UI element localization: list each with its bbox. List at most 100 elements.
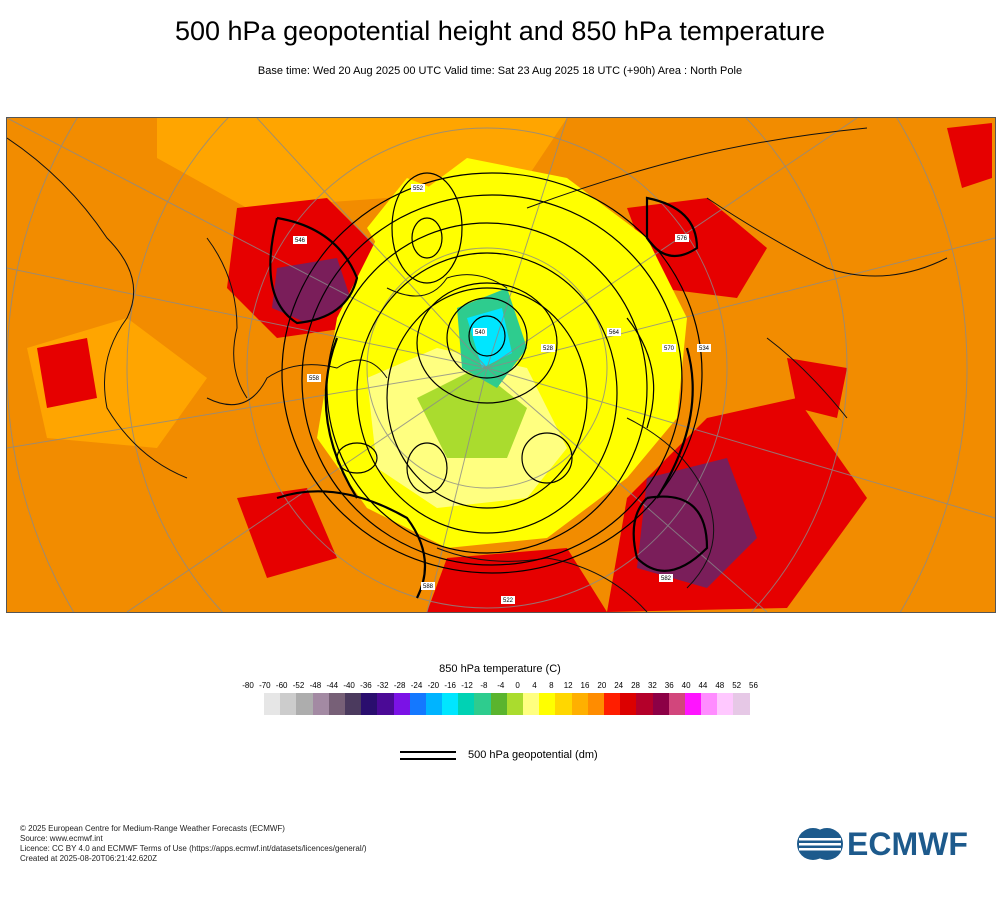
- colorbar: [264, 693, 750, 715]
- very-hot-area: [272, 258, 352, 323]
- colorbar-tick: -16: [444, 681, 456, 690]
- colorbar-tick: -24: [410, 681, 423, 690]
- contour-label: 588: [423, 584, 434, 590]
- colorbar-tick: 28: [631, 681, 640, 690]
- contour-label-box: [659, 574, 673, 582]
- colorbar-swatch: [442, 693, 459, 715]
- hot-area: [787, 358, 847, 418]
- created-at: Created at 2025-08-20T06:21:42.620Z: [20, 854, 157, 863]
- colorbar-tick: -52: [292, 681, 305, 690]
- contour-label-box: [473, 328, 487, 336]
- geopotential-bold-contours: [269, 196, 709, 599]
- contour-label-box: [307, 374, 321, 382]
- colorbar-swatch: [425, 693, 443, 715]
- contour-label: 570: [664, 346, 675, 352]
- colorbar-swatch: [409, 693, 426, 715]
- colorbar-tick: 16: [580, 681, 590, 690]
- colorbar-swatch: [571, 693, 588, 715]
- colorbar-swatch: [361, 693, 378, 715]
- contour-label-box: [541, 344, 555, 352]
- contour-label-box: [293, 236, 307, 244]
- colorbar-ticks: -80 -70 -60 -52 -48 -44 -40 -36 -32 -28 -24 -20 -16-…: [0, 681, 1000, 693]
- contour-label: 528: [543, 346, 554, 352]
- colorbar-swatch: [296, 693, 313, 715]
- contour-label: 534: [699, 346, 710, 352]
- graticule: [7, 118, 995, 612]
- colorbar-tick: -8: [480, 681, 488, 690]
- colorbar-swatch: [668, 693, 685, 715]
- contour-label-box: [662, 344, 676, 352]
- licence: Licence: CC BY 4.0 and ECMWF Terms of Us…: [20, 844, 367, 853]
- colorbar-swatch: [377, 693, 394, 715]
- chart-title: 500 hPa geopotential height and 850 hPa …: [174, 16, 825, 46]
- cool-lobe: [367, 178, 457, 278]
- colorbar-tick: 12: [563, 681, 573, 690]
- colorbar-tick: -60: [275, 681, 288, 690]
- colorbar-swatch: [555, 693, 572, 715]
- colorbar-swatch: [328, 693, 345, 715]
- colorbar-tick: 36: [664, 681, 674, 690]
- contour-label: 576: [677, 236, 688, 242]
- colorbar-tick: 24: [614, 681, 624, 690]
- colorbar-tick: -4: [497, 681, 505, 690]
- colorbar-tick: 40: [681, 681, 691, 690]
- colorbar-tick: -12: [461, 681, 473, 690]
- colorbar-swatch: [603, 693, 621, 715]
- colorbar-swatch: [717, 693, 734, 715]
- contour-legend-lines: [400, 751, 456, 761]
- colorbar-swatch: [393, 693, 410, 715]
- copyright: © 2025 European Centre for Medium-Range …: [20, 824, 285, 833]
- colorbar-swatch: [474, 693, 491, 715]
- colorbar-tick: 20: [597, 681, 607, 690]
- colorbar-tick: 48: [715, 681, 725, 690]
- source: Source: www.ecmwf.int: [20, 834, 103, 843]
- colorbar-tick: -36: [360, 681, 372, 690]
- colorbar-swatch: [312, 693, 329, 715]
- coastlines: [7, 127, 948, 612]
- contour-label-box: [697, 344, 711, 352]
- contour-label-group: 546 552 558 564 570 576 582 588 540 534 …: [293, 184, 711, 604]
- colorbar-swatch: [684, 693, 702, 715]
- colorbar-tick: -28: [393, 681, 406, 690]
- colorbar-tick: -48: [309, 681, 322, 690]
- colorbar-tick: 44: [698, 681, 708, 690]
- footer-credits: © 2025 European Centre for Medium-Range …: [20, 824, 367, 864]
- colorbar-tick: -40: [343, 681, 355, 690]
- hot-area: [37, 338, 97, 408]
- colorbar-tick: 0: [515, 681, 520, 690]
- chart-subtitle: Base time: Wed 20 Aug 2025 00 UTC Valid …: [257, 65, 743, 77]
- contour-label-box: [675, 234, 689, 242]
- colorbar-tick: 56: [749, 681, 758, 690]
- contour-label-box: [411, 184, 425, 192]
- colorbar-tick: 32: [647, 681, 657, 690]
- contour-label: 522: [503, 598, 514, 604]
- colorbar-swatch: [490, 693, 507, 715]
- contour-label: 552: [413, 186, 424, 192]
- contour-legend: 500 hPa geopotential (dm): [400, 749, 660, 765]
- contour-legend-label: 500 hPa geopotential (dm): [468, 749, 598, 761]
- hot-area: [947, 123, 992, 188]
- hot-area: [237, 488, 337, 578]
- colorbar-swatch: [733, 693, 750, 715]
- colorbar-tick: -20: [427, 681, 440, 690]
- colorbar-swatch: [620, 693, 637, 715]
- contour-label-box: [421, 582, 435, 590]
- colorbar-swatch: [539, 693, 556, 715]
- very-hot-area: [637, 458, 757, 588]
- contour-label: 564: [609, 330, 620, 336]
- colorbar-tick: 52: [732, 681, 742, 690]
- colorbar-swatch: [652, 693, 669, 715]
- colorbar-swatch: [458, 693, 475, 715]
- colorbar-swatch: [636, 693, 653, 715]
- contour-label: 558: [309, 376, 320, 382]
- colorbar-tick: -44: [326, 681, 339, 690]
- colorbar-swatch: [506, 693, 523, 715]
- legend-title: 850 hPa temperature (C): [439, 663, 561, 675]
- colorbar-swatch: [523, 693, 540, 715]
- colorbar-swatch: [701, 693, 718, 715]
- contour-label-box: [607, 328, 621, 336]
- colorbar-swatch: [264, 693, 281, 715]
- colorbar-tick: 8: [549, 681, 554, 690]
- ecmwf-logo-text: ECMWF: [847, 826, 968, 862]
- contour-label: 582: [661, 576, 672, 582]
